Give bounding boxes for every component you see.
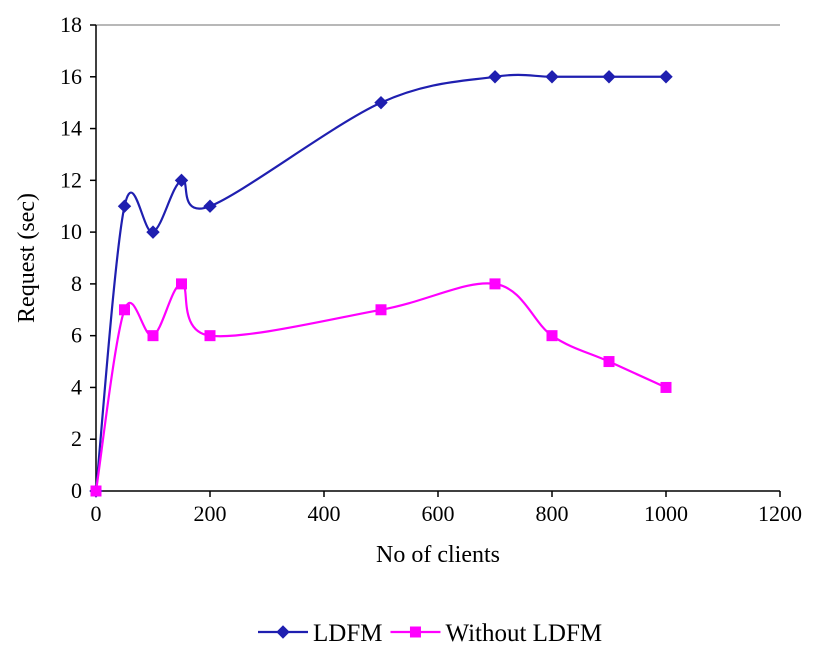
legend-item: LDFM: [258, 620, 382, 647]
x-tick-label: 400: [308, 501, 341, 526]
data-point: [146, 225, 160, 239]
data-point: [119, 304, 130, 316]
data-point: [204, 330, 216, 342]
y-tick-label: 16: [60, 64, 82, 89]
data-point: [488, 70, 502, 84]
y-tick-label: 12: [60, 167, 82, 192]
y-tick-label: 4: [71, 374, 82, 399]
y-tick-label: 10: [60, 219, 82, 244]
legend-item: Without LDFM: [390, 620, 602, 647]
legend: LDFM Without LDFM: [258, 620, 602, 647]
data-point: [117, 199, 132, 213]
x-tick-label: 600: [422, 501, 455, 526]
series-group: [89, 70, 673, 498]
legend-marker: [409, 626, 421, 638]
data-point: [374, 95, 388, 110]
y-tick-label: 8: [71, 271, 82, 296]
data-point: [545, 70, 559, 84]
y-axis-ticks: 0 2 4 6 8 10 12 14 16 18: [60, 12, 96, 503]
y-tick-label: 0: [71, 478, 82, 503]
y-tick-label: 14: [60, 116, 82, 141]
data-point: [90, 485, 102, 497]
data-point: [203, 199, 217, 213]
x-tick-label: 1200: [758, 501, 802, 526]
x-axis-ticks: 0 200 400 600 800 1000 1200: [91, 491, 802, 526]
series-1: [90, 278, 672, 497]
data-point: [603, 356, 615, 368]
y-tick-label: 18: [60, 12, 82, 37]
data-point: [659, 70, 673, 84]
x-tick-label: 200: [194, 501, 227, 526]
data-point: [176, 278, 187, 290]
y-axis-title: Request (sec): [14, 193, 40, 323]
x-axis-title: No of clients: [376, 542, 500, 568]
legend-label: Without LDFM: [445, 620, 602, 647]
data-point: [489, 278, 501, 290]
legend-marker: [276, 625, 290, 639]
x-tick-label: 800: [536, 501, 569, 526]
y-tick-label: 6: [71, 323, 82, 348]
legend-label: LDFM: [313, 620, 382, 647]
data-point: [147, 330, 159, 342]
x-tick-label: 1000: [644, 501, 688, 526]
y-tick-label: 2: [71, 426, 82, 451]
data-point: [546, 330, 558, 342]
data-point: [375, 304, 387, 316]
x-tick-label: 0: [91, 501, 102, 526]
data-point: [660, 381, 672, 393]
data-point: [174, 173, 189, 188]
data-point: [602, 70, 616, 84]
